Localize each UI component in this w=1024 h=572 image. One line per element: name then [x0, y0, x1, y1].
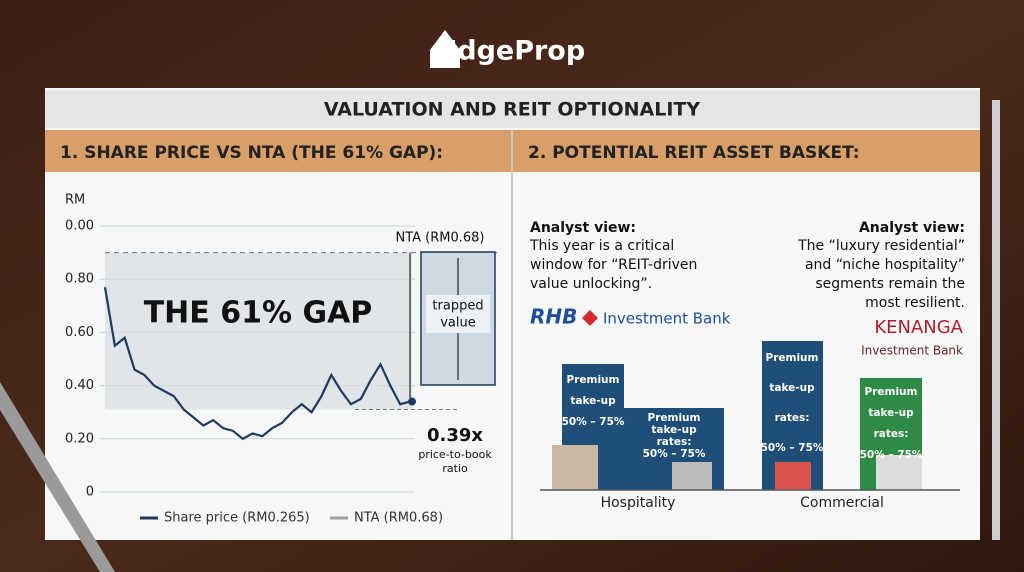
bar-label: rates:	[657, 436, 692, 448]
y-tick-label: 0.00	[65, 219, 94, 234]
pb-value: 0.39x	[427, 425, 483, 446]
paper-edge	[992, 100, 1000, 540]
bar-label: 50% – 75%	[860, 449, 923, 461]
analyst-label: Analyst view:	[859, 220, 965, 236]
bar-label: Premium	[766, 352, 819, 364]
analyst-text: This year is a critical	[529, 238, 674, 254]
analyst-text: segments remain the	[815, 276, 965, 292]
bar-label: 50% – 75%	[643, 448, 706, 460]
analyst-right: Analyst view: The “luxury residential” a…	[797, 220, 965, 358]
trapped-label: trapped	[432, 299, 483, 314]
bar-label: 50% – 75%	[562, 416, 625, 428]
end-point	[408, 397, 416, 406]
bank-icon	[582, 310, 598, 326]
trapped-label: value	[440, 316, 476, 331]
bar-label: Premium	[865, 386, 918, 398]
bar-label: Premium	[567, 374, 620, 386]
y-tick-label: 0	[86, 485, 94, 500]
factory-icon	[672, 462, 712, 490]
office-icon	[876, 455, 922, 490]
gap-label: THE 61% GAP	[144, 296, 373, 331]
bar-label: take-up	[769, 382, 815, 394]
y-tick-label: 0.60	[65, 325, 94, 340]
analyst-left: Analyst view: This year is a critical wi…	[529, 220, 731, 329]
y-tick-label: 0.40	[65, 378, 94, 393]
pb-label: price-to-book	[418, 448, 492, 461]
bank-sub: Investment Bank	[861, 344, 963, 358]
shop-icon	[775, 462, 811, 490]
share-price-line	[103, 286, 411, 441]
gap-area	[105, 252, 412, 410]
bar-label: take-up	[868, 407, 914, 419]
bar-label: 50% – 75%	[761, 442, 824, 454]
bank-logo: KENANGA	[874, 317, 963, 338]
analyst-text: and “niche hospitality”	[805, 257, 965, 273]
group-label: Commercial	[800, 495, 884, 511]
analyst-text: The “luxury residential”	[797, 238, 965, 254]
legend-label: NTA (RM0.68)	[354, 511, 443, 526]
bar-label: rates:	[775, 412, 810, 424]
y-tick-label: 0.20	[65, 431, 94, 446]
bank-sub: Investment Bank	[603, 310, 731, 328]
logo-text: EdgeProp	[439, 36, 585, 67]
pen	[0, 382, 115, 572]
y-axis-label: RM	[65, 193, 85, 208]
analyst-label: Analyst view:	[530, 220, 636, 236]
logo-icon	[430, 30, 460, 68]
building-icon	[552, 445, 598, 490]
analyst-text: window for “REIT-driven	[530, 257, 697, 273]
logo: EdgeProp	[430, 30, 585, 68]
chart: RM 0.00 0.80 0.60 0.40 0.20 0 THE 61% GAP NTA (R…	[65, 193, 500, 526]
bar-label: rates:	[874, 428, 909, 440]
analyst-text: most resilient.	[865, 295, 965, 311]
right-heading: 2. POTENTIAL REIT ASSET BASKET:	[528, 143, 860, 163]
bar-label: take-up	[651, 424, 697, 436]
title-bar	[45, 90, 980, 128]
bar-label: take-up	[570, 395, 616, 407]
group-label: Hospitality	[601, 495, 676, 511]
bank-logo: RHB	[530, 305, 577, 329]
analyst-text: value unlocking”.	[530, 276, 652, 292]
title: VALUATION AND REIT OPTIONALITY	[324, 99, 701, 121]
left-heading: 1. SHARE PRICE VS NTA (THE 61% GAP):	[60, 143, 443, 163]
y-tick-label: 0.80	[65, 272, 94, 287]
bar-label: Premium	[648, 412, 701, 424]
trapped-bg	[426, 295, 490, 333]
pb-label: ratio	[442, 462, 468, 475]
nta-label: NTA (RM0.68)	[395, 231, 484, 246]
legend-label: Share price (RM0.265)	[164, 511, 310, 526]
